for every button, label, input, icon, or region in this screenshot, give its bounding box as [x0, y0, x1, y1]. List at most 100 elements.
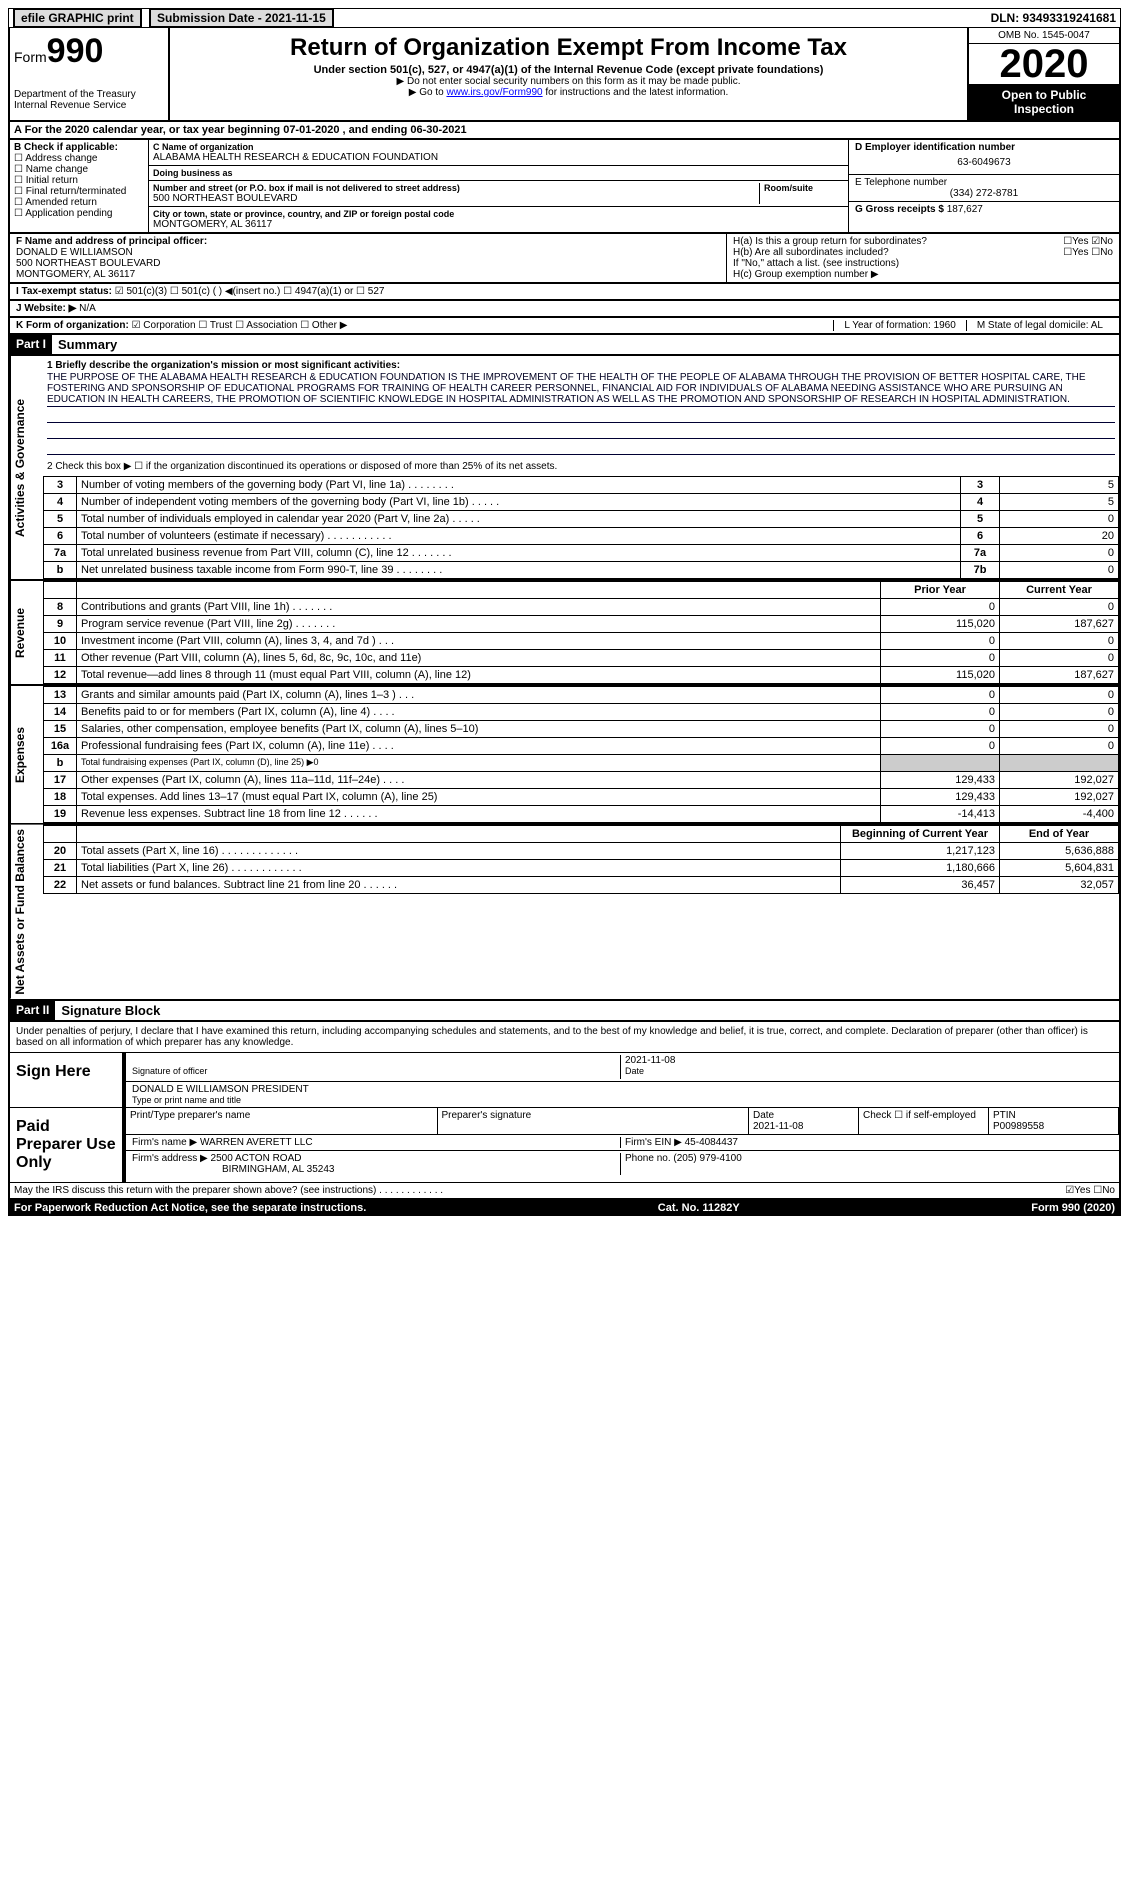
tax-year: 2020 — [969, 44, 1119, 84]
curr-val: 187,627 — [1000, 667, 1119, 684]
box-b-header: B Check if applicable: — [14, 142, 144, 153]
officer-name: DONALD E WILLIAMSON — [16, 247, 720, 258]
curr-val: 0 — [1000, 704, 1119, 721]
curr-val: 0 — [1000, 650, 1119, 667]
chk-final-return[interactable]: Final return/terminated — [14, 186, 144, 197]
officer-addr2: MONTGOMERY, AL 36117 — [16, 269, 720, 280]
typed-name: DONALD E WILLIAMSON PRESIDENT — [132, 1084, 1113, 1095]
hc-label: H(c) Group exemption number ▶ — [733, 269, 1113, 280]
website-value: N/A — [79, 303, 96, 314]
discuss-question: May the IRS discuss this return with the… — [14, 1185, 443, 1196]
ha-yn[interactable]: ☐Yes ☑No — [1063, 236, 1113, 247]
box-f: F Name and address of principal officer:… — [10, 234, 726, 282]
revenue-table: Prior Year Current Year 8 Contributions … — [43, 581, 1119, 684]
submission-date-button[interactable]: Submission Date - 2021-11-15 — [149, 8, 334, 28]
city-value: MONTGOMERY, AL 36117 — [153, 219, 844, 230]
prior-val: 115,020 — [881, 667, 1000, 684]
line-desc: Benefits paid to or for members (Part IX… — [77, 704, 881, 721]
form-subtitle: Under section 501(c), 527, or 4947(a)(1)… — [174, 64, 963, 76]
tax-year-range: For the 2020 calendar year, or tax year … — [25, 124, 467, 136]
prior-val: 0 — [881, 633, 1000, 650]
part1-header: Part I — [10, 335, 52, 354]
ha-label: H(a) Is this a group return for subordin… — [733, 236, 927, 247]
row-k: K Form of organization: ☑ Corporation ☐ … — [8, 318, 1121, 335]
box-dg: D Employer identification number 63-6049… — [848, 140, 1119, 232]
prior-val: 129,433 — [881, 789, 1000, 806]
chk-address-change[interactable]: Address change — [14, 153, 144, 164]
mission-text: THE PURPOSE OF THE ALABAMA HEALTH RESEAR… — [47, 371, 1115, 407]
line-num: 16a — [44, 738, 77, 755]
form-title: Return of Organization Exempt From Incom… — [174, 34, 963, 62]
line-box: 7b — [961, 562, 1000, 579]
prior-val: 0 — [881, 599, 1000, 616]
pra-notice: For Paperwork Reduction Act Notice, see … — [14, 1202, 366, 1214]
curr-val: 0 — [1000, 721, 1119, 738]
line-val: 0 — [1000, 562, 1119, 579]
gross-receipts-label: G Gross receipts $ — [855, 204, 944, 215]
box-c: C Name of organization ALABAMA HEALTH RE… — [149, 140, 848, 232]
sig-officer-label: Signature of officer — [132, 1066, 620, 1076]
line-val: 5 — [1000, 494, 1119, 511]
line-val: 20 — [1000, 528, 1119, 545]
gross-receipts-value: 187,627 — [947, 204, 983, 215]
irs-link[interactable]: www.irs.gov/Form990 — [446, 87, 542, 98]
line-box: 6 — [961, 528, 1000, 545]
box-b: B Check if applicable: Address change Na… — [10, 140, 149, 232]
website-label: J Website: ▶ — [16, 303, 76, 314]
section-activities-governance: Activities & Governance 1 Briefly descri… — [8, 356, 1121, 581]
tax-exempt-opts[interactable]: ☑ 501(c)(3) ☐ 501(c) ( ) ◀(insert no.) ☐… — [115, 286, 385, 297]
curr-val — [1000, 755, 1119, 772]
line-desc: Program service revenue (Part VIII, line… — [77, 616, 881, 633]
discuss-yn[interactable]: ☑Yes ☐No — [1065, 1185, 1115, 1196]
line-num: 19 — [44, 806, 77, 823]
street-value: 500 NORTHEAST BOULEVARD — [153, 193, 755, 204]
form-org-opts[interactable]: ☑ Corporation ☐ Trust ☐ Association ☐ Ot… — [132, 320, 348, 331]
phone-value: (334) 272-8781 — [855, 188, 1113, 199]
chk-app-pending[interactable]: Application pending — [14, 208, 144, 219]
efile-print-button[interactable]: efile GRAPHIC print — [13, 8, 142, 28]
line-num: 3 — [44, 477, 77, 494]
prior-val: 129,433 — [881, 772, 1000, 789]
line-desc: Total unrelated business revenue from Pa… — [77, 545, 961, 562]
perjury-declaration: Under penalties of perjury, I declare th… — [10, 1022, 1119, 1052]
curr-val: 0 — [1000, 599, 1119, 616]
chk-initial-return[interactable]: Initial return — [14, 175, 144, 186]
line2-text: 2 Check this box ▶ ☐ if the organization… — [47, 461, 1115, 472]
prior-val: 0 — [881, 687, 1000, 704]
section-expenses: Expenses 13 Grants and similar amounts p… — [8, 686, 1121, 825]
line-box: 3 — [961, 477, 1000, 494]
ptin-label: PTIN — [993, 1110, 1016, 1121]
self-employed-check[interactable]: Check ☐ if self-employed — [859, 1108, 989, 1135]
line-desc: Net assets or fund balances. Subtract li… — [77, 877, 841, 894]
section-revenue: Revenue Prior Year Current Year 8 Contri… — [8, 581, 1121, 686]
line-num: 7a — [44, 545, 77, 562]
firm-addr: 2500 ACTON ROAD — [211, 1153, 302, 1164]
prior-val: 0 — [881, 738, 1000, 755]
phone-label: E Telephone number — [855, 177, 1113, 188]
line-desc: Professional fundraising fees (Part IX, … — [77, 738, 881, 755]
form-number: 990 — [47, 32, 104, 70]
curr-val: 187,627 — [1000, 616, 1119, 633]
ssn-note: ▶ Do not enter social security numbers o… — [174, 76, 963, 87]
prior-val — [881, 755, 1000, 772]
curr-val: -4,400 — [1000, 806, 1119, 823]
hb-yn[interactable]: ☐Yes ☐No — [1063, 247, 1113, 258]
prep-date: 2021-11-08 — [753, 1121, 803, 1132]
line-val: 0 — [1000, 545, 1119, 562]
net-assets-table: Beginning of Current Year End of Year 20… — [43, 825, 1119, 894]
cat-number: Cat. No. 11282Y — [658, 1202, 740, 1214]
form-header: Form990 Department of the Treasury Inter… — [8, 28, 1121, 122]
signature-block: Under penalties of perjury, I declare th… — [8, 1022, 1121, 1200]
prep-name-label: Print/Type preparer's name — [126, 1108, 438, 1135]
chk-amended-return[interactable]: Amended return — [14, 197, 144, 208]
firm-ein: 45-4084437 — [685, 1137, 738, 1148]
chk-name-change[interactable]: Name change — [14, 164, 144, 175]
line-num: 5 — [44, 511, 77, 528]
line-box: 7a — [961, 545, 1000, 562]
org-name-label: C Name of organization — [153, 142, 844, 152]
line-desc: Other revenue (Part VIII, column (A), li… — [77, 650, 881, 667]
part2-title: Signature Block — [55, 1001, 166, 1020]
form-org-label: K Form of organization: — [16, 320, 129, 331]
row-i: I Tax-exempt status: ☑ 501(c)(3) ☐ 501(c… — [8, 284, 1121, 301]
line-num: 18 — [44, 789, 77, 806]
